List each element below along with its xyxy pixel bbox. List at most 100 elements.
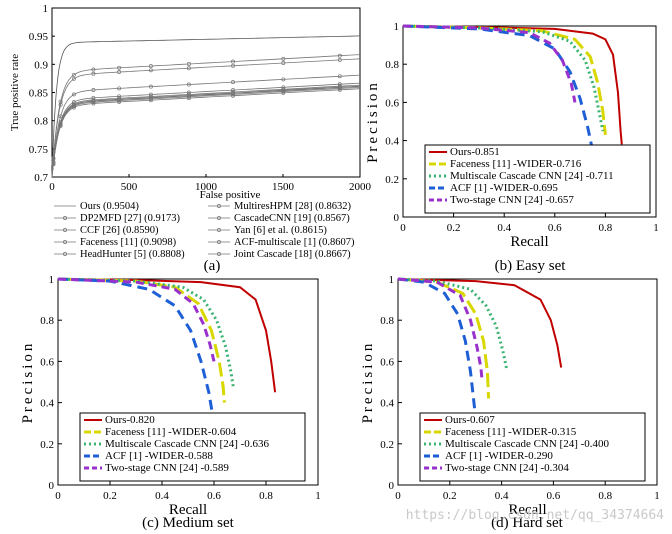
panel-caption: (c) Medium set bbox=[142, 515, 234, 531]
legend-entry: Two-stage CNN [24] -0.589 bbox=[105, 462, 229, 474]
legend-marker bbox=[217, 216, 221, 220]
series-marker bbox=[58, 102, 63, 107]
series-marker bbox=[186, 96, 191, 101]
y-tick-label: 0.7 bbox=[34, 172, 48, 184]
series-marker bbox=[117, 86, 122, 91]
legend-marker bbox=[217, 228, 221, 232]
series-marker bbox=[117, 99, 122, 104]
legend-entry: Multiscale Cascade CNN [24] -0.400 bbox=[445, 438, 610, 450]
series-line-2 bbox=[51, 54, 361, 178]
series-marker bbox=[117, 94, 122, 99]
y-tick-label: 0.8 bbox=[34, 116, 48, 128]
series-marker bbox=[186, 62, 191, 66]
x-tick-label: 1000 bbox=[195, 181, 218, 193]
x-tick-label: 0 bbox=[49, 181, 55, 193]
y-tick-label: 0.85 bbox=[29, 88, 49, 100]
legend-entry: ACF [1] -WIDER-0.588 bbox=[105, 450, 213, 462]
legend-entry: ACF [1] -WIDER-0.290 bbox=[445, 450, 553, 462]
x-tick-label: 0.8 bbox=[598, 490, 612, 502]
y-tick-label: 0.4 bbox=[385, 136, 399, 148]
plot-frame bbox=[397, 278, 658, 486]
legend-marker bbox=[63, 240, 67, 244]
legend-entry: DP2MFD [27] (0.9173) bbox=[80, 213, 181, 224]
legend-marker bbox=[63, 216, 67, 220]
series-line-2 bbox=[57, 277, 226, 403]
series-marker bbox=[148, 68, 153, 73]
x-tick-label: 0.2 bbox=[447, 222, 461, 234]
y-tick-label: 0 bbox=[394, 212, 400, 224]
legend-entry: Ours-0.820 bbox=[105, 414, 155, 426]
y-tick-label: 0.75 bbox=[29, 144, 49, 156]
series-marker bbox=[231, 88, 235, 93]
panel-caption: (b) Easy set bbox=[495, 258, 567, 274]
x-tick-label: 0.8 bbox=[259, 490, 273, 502]
series-marker bbox=[231, 63, 235, 68]
x-axis-label: Recall bbox=[169, 502, 207, 518]
series-line-6 bbox=[51, 84, 361, 178]
y-axis-label: Precision bbox=[365, 80, 381, 163]
legend-entry: Multiscale Cascade CNN [24] -0.711 bbox=[450, 170, 614, 182]
legend-entry: Ours-0.607 bbox=[445, 414, 495, 426]
x-tick-label: 1 bbox=[315, 490, 321, 502]
x-tick-label: 0.2 bbox=[443, 490, 457, 502]
x-tick-label: 0 bbox=[55, 490, 61, 502]
legend-entry: Ours-0.851 bbox=[450, 146, 500, 158]
x-axis-label: Recall bbox=[508, 502, 546, 518]
y-tick-label: 1 bbox=[389, 274, 395, 286]
series-marker bbox=[148, 92, 153, 97]
series-line-9 bbox=[51, 86, 361, 178]
y-tick-label: 0 bbox=[389, 480, 395, 492]
series-marker bbox=[71, 76, 76, 81]
y-tick-label: 0.8 bbox=[380, 315, 394, 327]
plot-frame bbox=[402, 25, 657, 218]
chart-d: 0 0.2 0.4 0.6 0.8 1 0 0.2 0.4 0.6 0.8 1 Recall Precis… bbox=[360, 274, 660, 531]
series-line-5 bbox=[402, 24, 577, 103]
x-tick-label: 0.4 bbox=[497, 222, 511, 234]
x-tick-label: 0 bbox=[400, 222, 406, 234]
y-tick-label: 0.2 bbox=[380, 439, 394, 451]
y-tick-label: 1 bbox=[43, 3, 49, 15]
x-tick-label: 2000 bbox=[349, 181, 372, 193]
x-tick-label: 0.4 bbox=[155, 490, 169, 502]
series-marker bbox=[117, 65, 122, 70]
legend-entry: ACF [1] -WIDER-0.695 bbox=[450, 182, 558, 194]
series-marker bbox=[91, 71, 96, 76]
series-marker bbox=[117, 70, 122, 74]
y-tick-label: 0.8 bbox=[385, 59, 399, 71]
series-line-1 bbox=[51, 35, 361, 178]
series-line-5 bbox=[397, 277, 484, 383]
legend-entry: Faceness [11] -WIDER-0.315 bbox=[445, 426, 577, 438]
x-tick-label: 0.2 bbox=[103, 490, 117, 502]
legend-entry: CascadeCNN [19] (0.8567) bbox=[234, 213, 350, 224]
series-marker bbox=[281, 77, 286, 82]
y-tick-label: 0.2 bbox=[385, 174, 399, 186]
legend-marker bbox=[63, 252, 67, 256]
y-axis-label: True positive rate bbox=[9, 54, 21, 131]
series-marker bbox=[148, 98, 153, 103]
legend-entry: Two-stage CNN [24] -0.657 bbox=[450, 194, 574, 206]
legend-entry: HeadHunter [5] (0.8808) bbox=[80, 249, 185, 260]
series-marker bbox=[71, 92, 76, 97]
legend-entry: Multiscale Cascade CNN [24] -0.636 bbox=[105, 438, 270, 450]
series-marker bbox=[91, 101, 96, 106]
x-tick-label: 1 bbox=[654, 490, 660, 502]
panel-caption: (a) bbox=[204, 258, 221, 274]
series-marker bbox=[281, 56, 286, 61]
series-line-3 bbox=[397, 277, 509, 370]
y-tick-label: 0.8 bbox=[40, 315, 54, 327]
series-marker bbox=[71, 72, 76, 77]
y-tick-label: 1 bbox=[49, 274, 55, 286]
legend-marker bbox=[63, 228, 67, 232]
series-marker bbox=[337, 82, 342, 87]
series-marker bbox=[186, 66, 191, 71]
y-tick-label: 0.2 bbox=[40, 439, 54, 451]
x-tick-label: 500 bbox=[121, 181, 138, 193]
series-marker bbox=[231, 59, 235, 64]
series-marker bbox=[91, 88, 96, 92]
legend-marker bbox=[217, 240, 221, 244]
legend-marker bbox=[217, 204, 221, 208]
legend-box bbox=[419, 412, 646, 482]
series-marker bbox=[71, 105, 76, 110]
series-line-1 bbox=[397, 278, 563, 368]
